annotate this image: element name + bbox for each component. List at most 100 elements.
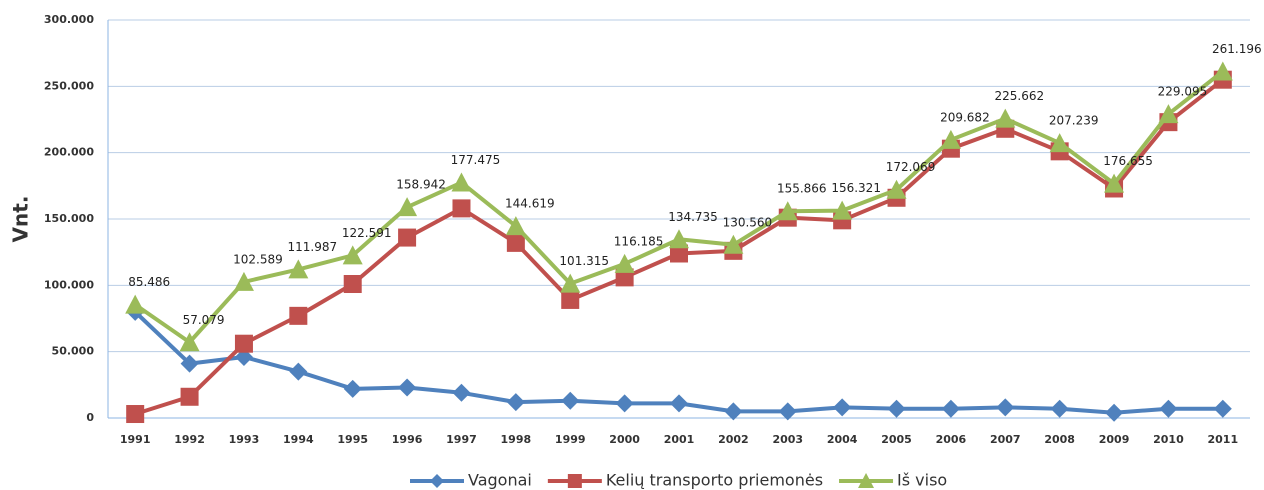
point-marker — [777, 201, 798, 221]
point-marker — [832, 200, 853, 220]
point-marker — [342, 245, 363, 265]
point-marker — [1105, 403, 1124, 422]
point-marker — [180, 354, 199, 373]
y-tick-label: 200.000 — [44, 146, 94, 159]
value-label: 85.486 — [128, 275, 170, 289]
point-marker — [398, 378, 417, 397]
point-marker — [288, 259, 309, 279]
value-label: 176.655 — [1103, 154, 1153, 168]
point-marker — [126, 405, 145, 424]
value-label: 116.185 — [614, 234, 664, 248]
x-tick-label: 2004 — [827, 433, 858, 446]
y-tick-label: 150.000 — [44, 212, 94, 225]
point-marker — [289, 306, 308, 325]
point-marker — [1158, 104, 1179, 124]
point-marker — [941, 399, 960, 418]
point-marker — [996, 398, 1015, 417]
value-label: 209.682 — [940, 110, 990, 124]
value-label: 156.321 — [831, 181, 881, 195]
x-tick-label: 2011 — [1207, 433, 1238, 446]
legend-marker — [567, 474, 582, 488]
point-marker — [723, 234, 744, 254]
point-marker — [669, 229, 689, 249]
point-marker — [289, 362, 308, 381]
x-tick-label: 2003 — [772, 433, 803, 446]
point-marker — [615, 394, 634, 413]
x-tick-label: 2005 — [881, 433, 912, 446]
x-tick-label: 2008 — [1044, 433, 1075, 446]
point-marker — [887, 399, 906, 418]
y-axis-label: Vnt. — [9, 196, 33, 243]
point-marker — [397, 197, 418, 217]
point-marker — [452, 383, 471, 402]
point-marker — [1049, 133, 1070, 153]
x-tick-label: 1999 — [555, 433, 586, 446]
x-tick-label: 2006 — [936, 433, 967, 446]
value-label: 122.591 — [342, 226, 392, 240]
point-marker — [1104, 173, 1125, 193]
y-tick-label: 250.000 — [44, 79, 94, 92]
value-label: 130.560 — [723, 215, 773, 229]
point-marker — [778, 402, 797, 421]
point-marker — [614, 253, 635, 273]
x-tick-label: 1994 — [283, 433, 314, 446]
x-tick-label: 2002 — [718, 433, 749, 446]
y-tick-label: 100.000 — [44, 278, 94, 291]
y-tick-label: 50.000 — [52, 345, 95, 358]
point-marker — [995, 108, 1016, 128]
x-tick-label: 1997 — [446, 433, 477, 446]
x-tick-label: 1991 — [120, 433, 151, 446]
value-label: 261.196 — [1212, 42, 1262, 56]
legend-label: Kelių transporto priemonės — [606, 471, 823, 490]
legend-label: Vagonai — [468, 471, 532, 490]
point-marker — [506, 393, 525, 412]
x-tick-label: 1993 — [229, 433, 260, 446]
legend-marker — [858, 473, 875, 488]
point-marker — [234, 334, 253, 353]
point-marker — [670, 244, 688, 263]
point-marker — [561, 391, 580, 410]
point-marker — [615, 268, 634, 287]
point-marker — [506, 233, 525, 252]
value-label: 225.662 — [994, 89, 1044, 103]
value-label: 229.095 — [1158, 85, 1208, 99]
x-tick-label: 2010 — [1153, 433, 1184, 446]
value-label: 172.069 — [886, 160, 936, 174]
value-label: 177.475 — [451, 153, 501, 167]
point-marker — [670, 394, 688, 413]
point-marker — [1050, 399, 1069, 418]
value-label: 102.589 — [233, 252, 283, 266]
point-marker — [343, 275, 362, 294]
point-marker — [233, 271, 254, 291]
legend-marker — [430, 474, 444, 488]
x-tick-label: 1998 — [501, 433, 532, 446]
point-marker — [452, 199, 471, 218]
value-label: 207.239 — [1049, 114, 1099, 128]
value-label: 101.315 — [559, 254, 609, 268]
series-line — [134, 69, 1225, 345]
legend-label: Iš viso — [897, 471, 947, 490]
x-tick-label: 1992 — [174, 433, 205, 446]
x-tick-label: 2009 — [1099, 433, 1130, 446]
x-tick-label: 2001 — [664, 433, 695, 446]
point-marker — [833, 398, 852, 417]
point-marker — [1213, 399, 1232, 418]
value-label: 134.735 — [668, 210, 718, 224]
value-label: 57.079 — [183, 313, 225, 327]
point-marker — [561, 290, 580, 309]
value-label: 144.619 — [505, 197, 555, 211]
value-label: 155.866 — [777, 182, 827, 196]
point-marker — [125, 294, 146, 314]
y-tick-label: 0 — [86, 411, 94, 424]
x-tick-label: 2000 — [609, 433, 640, 446]
value-label: 111.987 — [288, 240, 338, 254]
point-marker — [451, 172, 472, 192]
point-marker — [343, 379, 362, 398]
point-marker — [560, 273, 581, 293]
point-marker — [1159, 399, 1178, 418]
point-marker — [179, 332, 200, 352]
y-tick-label: 300.000 — [44, 13, 94, 26]
point-marker — [724, 402, 743, 421]
point-marker — [180, 387, 199, 406]
